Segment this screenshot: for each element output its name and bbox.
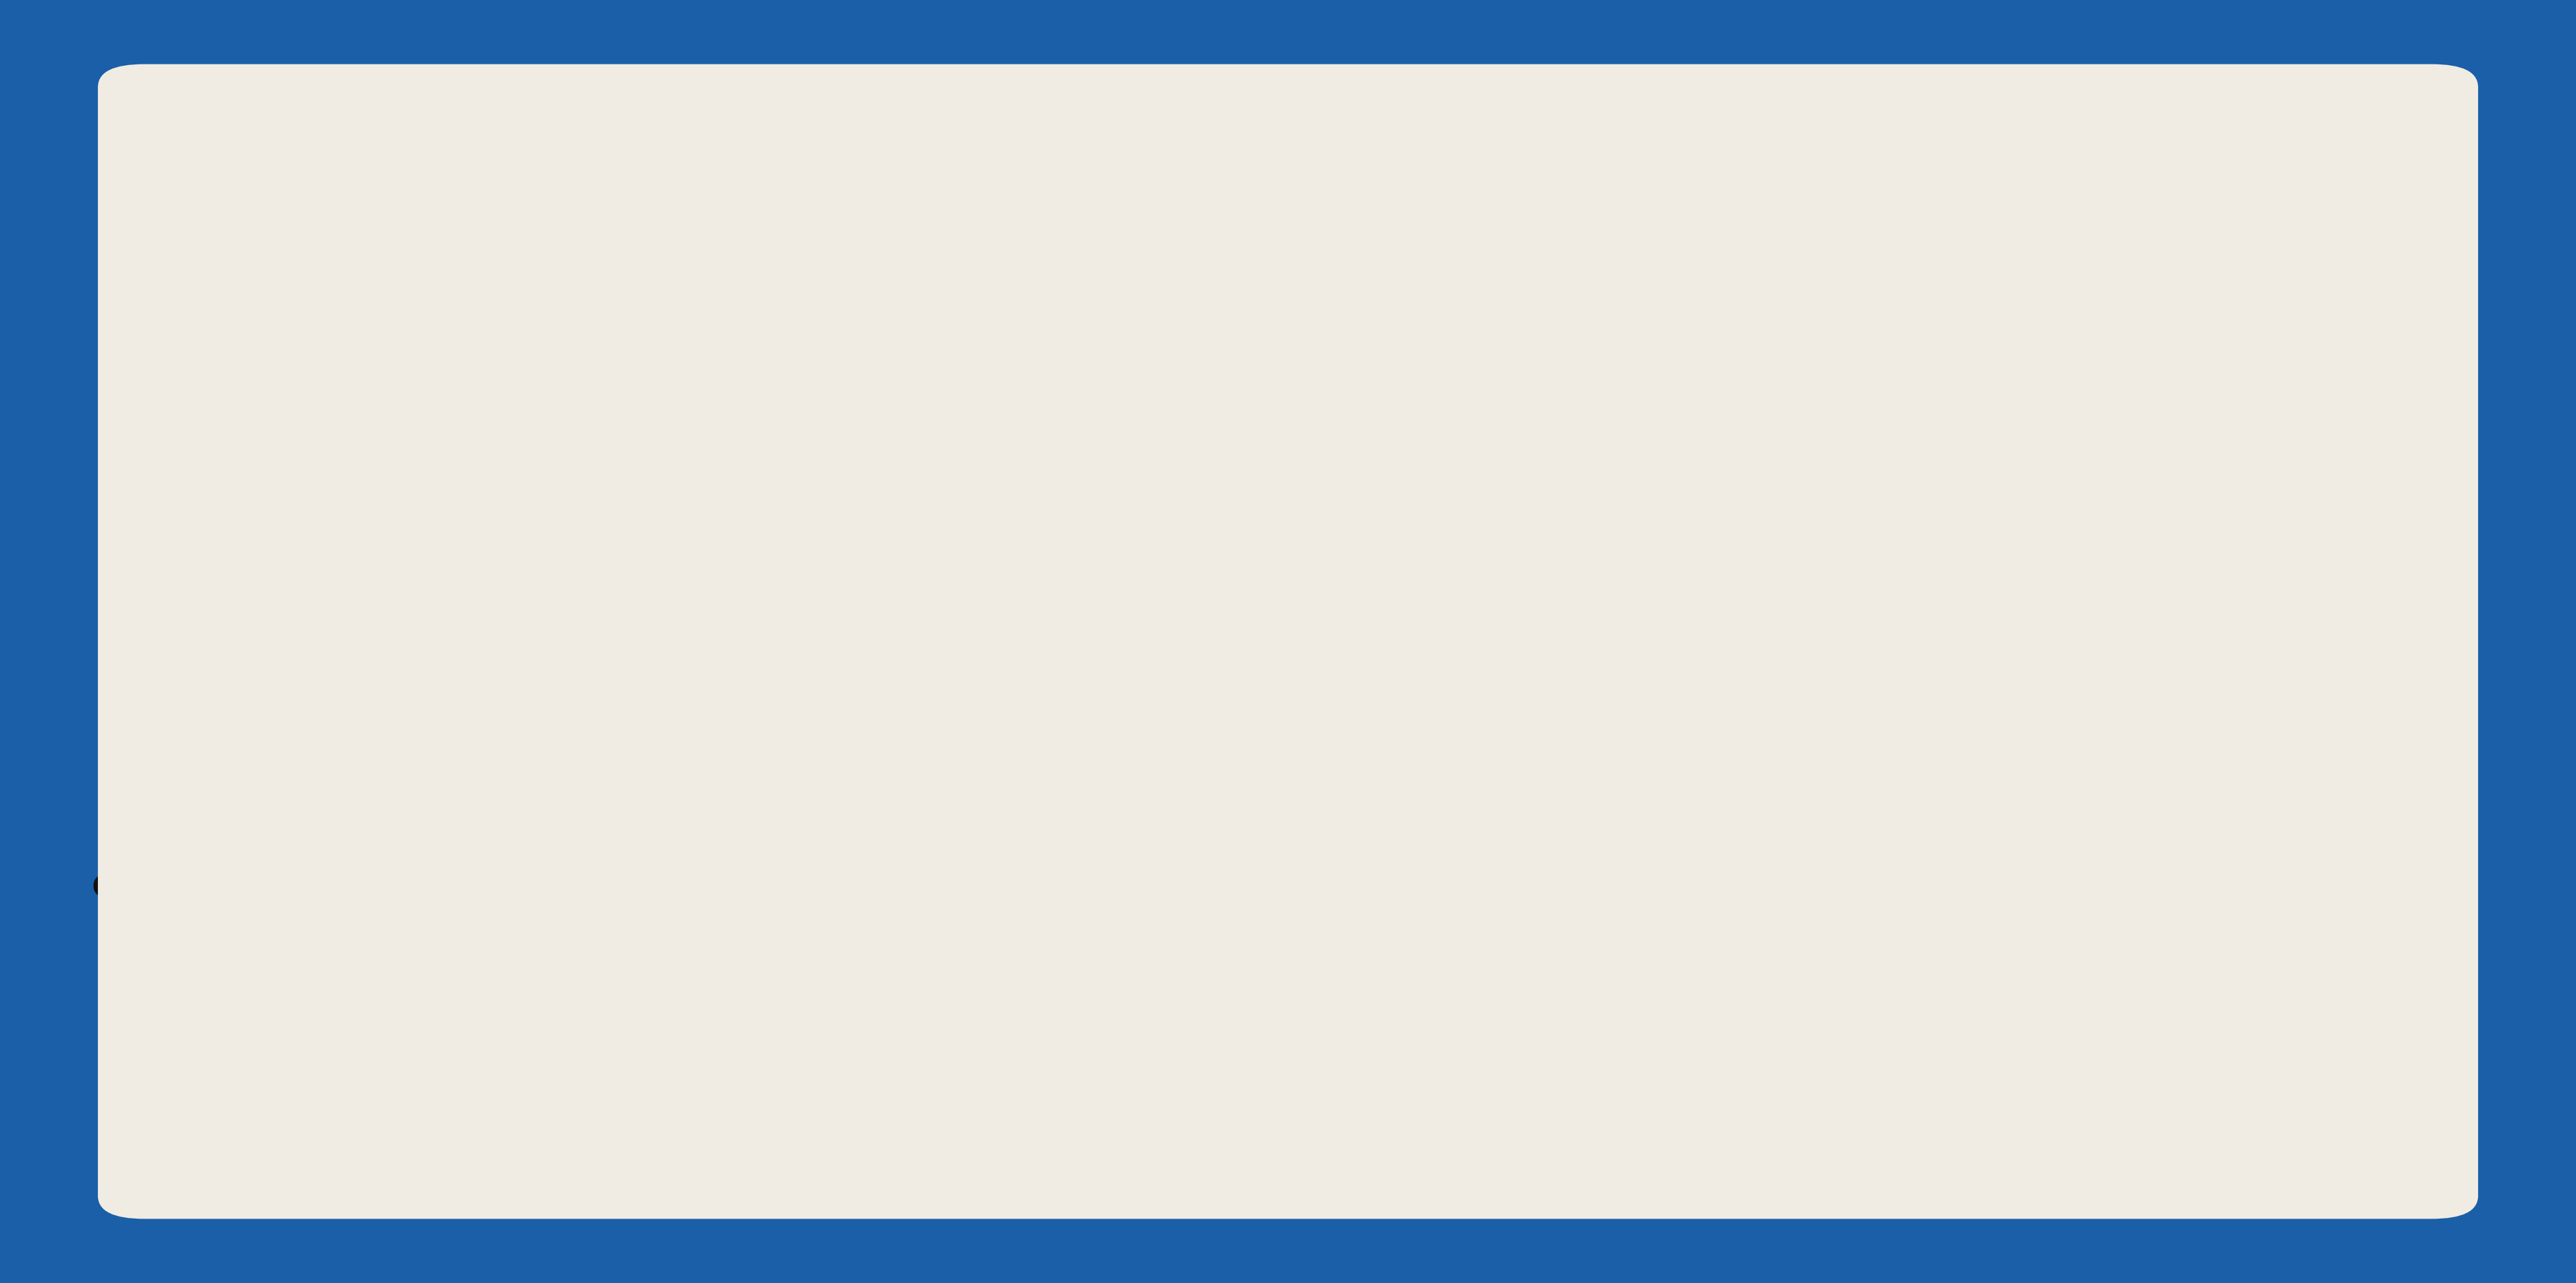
Text: Volume: 51: Volume: 51 <box>299 694 446 720</box>
Text: Indian status card: Indian status card <box>121 625 446 654</box>
Text: Volume: 439: Volume: 439 <box>281 943 446 969</box>
Text: Canadian passports: Canadian passports <box>93 874 446 905</box>
Legend: Completion rate: Completion rate <box>214 0 487 10</box>
Bar <box>464 602 1600 733</box>
Bar <box>464 353 1762 482</box>
Text: 72%: 72% <box>1654 402 1736 434</box>
Text: PR Cards: PR Cards <box>286 376 446 405</box>
Text: 63%: 63% <box>1492 650 1571 684</box>
Text: 50%: 50% <box>1257 901 1340 933</box>
Text: 42% average
completion rate: 42% average completion rate <box>1123 1085 1355 1141</box>
Bar <box>464 852 1365 981</box>
FancyBboxPatch shape <box>98 64 2478 1219</box>
Text: Volume: 172: Volume: 172 <box>281 445 446 471</box>
